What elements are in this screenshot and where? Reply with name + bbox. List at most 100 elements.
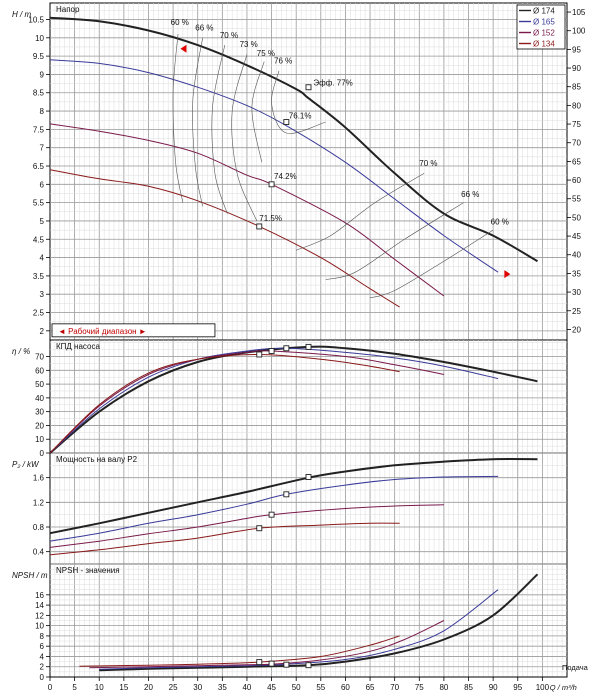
operating-range-label: ◄ Рабочий диапазон ► [58, 327, 147, 336]
y-tick-label: 10 [35, 622, 44, 631]
x-tick-label: 80 [439, 683, 448, 692]
curve-152 [49, 123, 445, 297]
bep-marker [268, 181, 275, 188]
efficiency-label: 70 % [419, 159, 437, 168]
curve-174 [49, 16, 538, 263]
curve-174 [99, 573, 539, 672]
bep-marker [256, 351, 263, 358]
y-tick-label: 9.5 [33, 52, 45, 61]
y-tick-label: 4 [40, 652, 45, 661]
y-tick-label: 5.5 [33, 199, 45, 208]
x-tick-label: 65 [366, 683, 375, 692]
x-tick-label: 95 [513, 683, 522, 692]
x-tick-label: 55 [316, 683, 325, 692]
y-tick-label: 30 [35, 408, 44, 417]
y-tick-label: 6 [40, 642, 45, 651]
x-tick-label: 45 [267, 683, 276, 692]
y-tick-label: 8.5 [33, 89, 45, 98]
y-tick-label: 0.8 [33, 523, 45, 532]
y-tick-label: 4.5 [33, 235, 45, 244]
x-tick-label: 75 [415, 683, 424, 692]
x-tick-label: 30 [193, 683, 202, 692]
y-tick-label: 0.4 [33, 548, 45, 557]
y-tick-label: 2 [40, 663, 45, 672]
y-tick-label: 0 [40, 673, 45, 682]
efficiency-label: 73 % [240, 40, 258, 49]
efficiency-label: 76.1% [289, 111, 312, 120]
iso-efficiency-line [325, 202, 464, 280]
y-tick-label: 10 [35, 34, 44, 43]
bep-marker [305, 343, 312, 350]
y-tick-label: 7 [40, 144, 45, 153]
x-tick-label: 5 [72, 683, 77, 692]
y-tick-label: 3.5 [33, 272, 45, 281]
iso-efficiency-line [172, 34, 184, 203]
right-tick-label: 70 [572, 139, 581, 148]
iso-efficiency-line [231, 54, 258, 222]
bep-marker [256, 659, 263, 666]
y-tick-label: 1.6 [33, 474, 45, 483]
iso-efficiency-line [369, 229, 494, 299]
iso-efficiency-line [192, 37, 203, 207]
right-tick-label: 60 [572, 176, 581, 185]
bep-marker [256, 223, 263, 230]
y-tick-label: 5 [40, 217, 45, 226]
y-tick-label: 60 [35, 366, 44, 375]
x-tick-label: 90 [489, 683, 498, 692]
iso-efficiency-line [211, 45, 228, 214]
legend-entry: Ø 174 [533, 7, 555, 16]
x-tick-label: 70 [390, 683, 399, 692]
bep-marker [283, 345, 290, 352]
curve-165 [49, 475, 499, 542]
x-tick-label: 50 [292, 683, 301, 692]
x-tick-label: 20 [144, 683, 153, 692]
efficiency-label: 66 % [461, 190, 479, 199]
y-axis-label: P₂ / kW [12, 460, 40, 469]
y-tick-label: 3 [40, 290, 45, 299]
right-tick-label: 30 [572, 288, 581, 297]
x-tick-label: 35 [218, 683, 227, 692]
panel-title: Мощность на валу P2 [56, 455, 138, 464]
y-tick-label: 0 [40, 449, 45, 458]
iso-efficiency-line [271, 70, 326, 134]
y-tick-label: 6.5 [33, 162, 45, 171]
curve-134 [49, 353, 400, 454]
curve-165 [99, 589, 499, 670]
curves-layer [49, 16, 539, 672]
range-end-marker [504, 270, 511, 279]
y-axis-label: η / % [12, 347, 30, 356]
y-tick-label: 16 [35, 591, 44, 600]
x-axis-side-label: Подача [562, 663, 589, 672]
legend-entry: Ø 165 [533, 18, 555, 27]
legend-box [516, 4, 566, 50]
y-tick-label: 40 [35, 394, 44, 403]
bep-marker [268, 511, 275, 518]
x-axis-label: Q / m³/h [550, 683, 577, 692]
y-tick-label: 8 [40, 107, 45, 116]
efficiency-label: 76 % [274, 56, 292, 65]
x-tick-label: 100 [536, 683, 550, 692]
efficiency-label: 60 % [171, 18, 189, 27]
right-tick-label: 80 [572, 101, 581, 110]
curve-152 [49, 504, 444, 548]
y-tick-label: 70 [35, 353, 44, 362]
bep-marker [283, 491, 290, 498]
efficiency-label: 74.2% [274, 172, 297, 181]
panel-title: КПД насоса [56, 342, 100, 351]
bep-marker [305, 662, 312, 669]
efficiency-label: 70 % [220, 31, 238, 40]
curve-134 [49, 169, 400, 308]
efficiency-label: 60 % [491, 218, 509, 227]
curve-174 [49, 345, 538, 454]
efficiency-label: 75 % [257, 49, 275, 58]
range-start-marker [180, 44, 187, 53]
bep-marker [268, 660, 275, 667]
right-tick-label: 95 [572, 45, 581, 54]
curve-165 [49, 347, 499, 454]
panel-title: Напор [56, 5, 80, 14]
curve-134 [49, 522, 400, 556]
y-tick-label: 1.2 [33, 498, 45, 507]
y-tick-label: 14 [35, 601, 44, 610]
x-tick-label: 10 [95, 683, 104, 692]
